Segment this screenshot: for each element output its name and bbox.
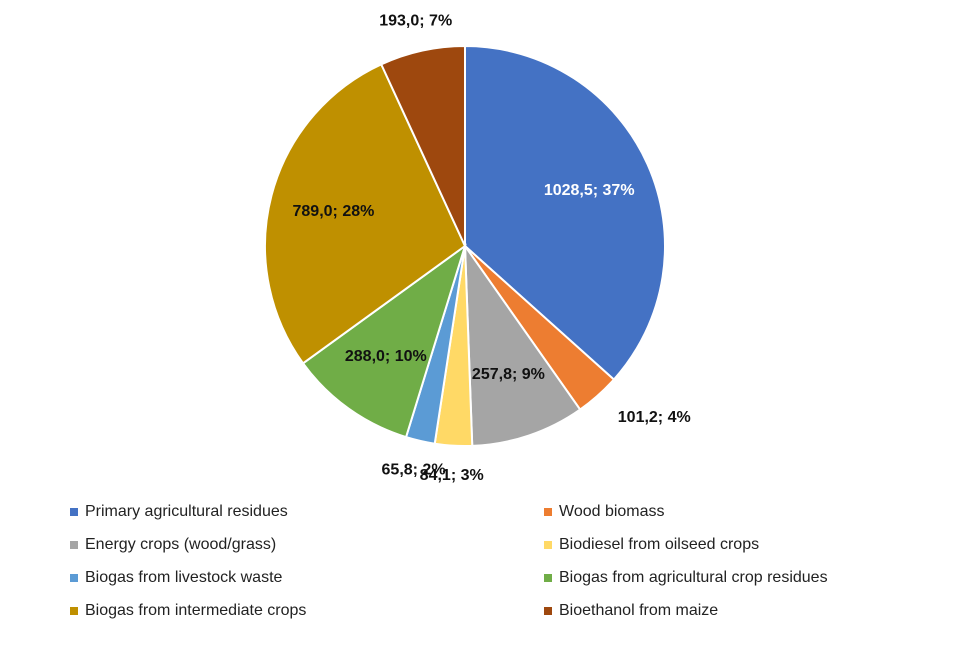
legend-swatch [544,541,552,549]
legend-swatch [70,508,78,516]
legend-label: Biodiesel from oilseed crops [559,536,759,553]
legend-label: Bioethanol from maize [559,602,718,619]
pie-slice [301,243,467,439]
legend-label: Primary agricultural residues [85,503,288,520]
legend-swatch [544,574,552,582]
legend-swatch [544,607,552,615]
data-label: 257,8; 9% [472,366,545,383]
pie-slice [379,44,466,247]
data-label: 101,2; 4% [618,409,691,426]
data-label: 65,8; 2% [382,461,446,478]
legend-label: Energy crops (wood/grass) [85,536,276,553]
legend-label: Biogas from livestock waste [85,569,283,586]
legend-swatch [70,541,78,549]
pie-slice [464,44,666,381]
legend-swatch [70,607,78,615]
data-label: 789,0; 28% [293,203,375,220]
pie-slice [463,242,582,447]
legend-swatch [70,574,78,582]
data-label: 84,1; 3% [420,467,484,484]
legend-label: Biogas from agricultural crop residues [559,569,828,586]
legend-swatch [544,508,552,516]
data-label: 1028,5; 37% [544,182,635,199]
data-label: 288,0; 10% [345,348,427,365]
legend-label: Biogas from intermediate crops [85,602,306,619]
data-label: 193,0; 7% [379,13,452,30]
legend-label: Wood biomass [559,503,665,520]
